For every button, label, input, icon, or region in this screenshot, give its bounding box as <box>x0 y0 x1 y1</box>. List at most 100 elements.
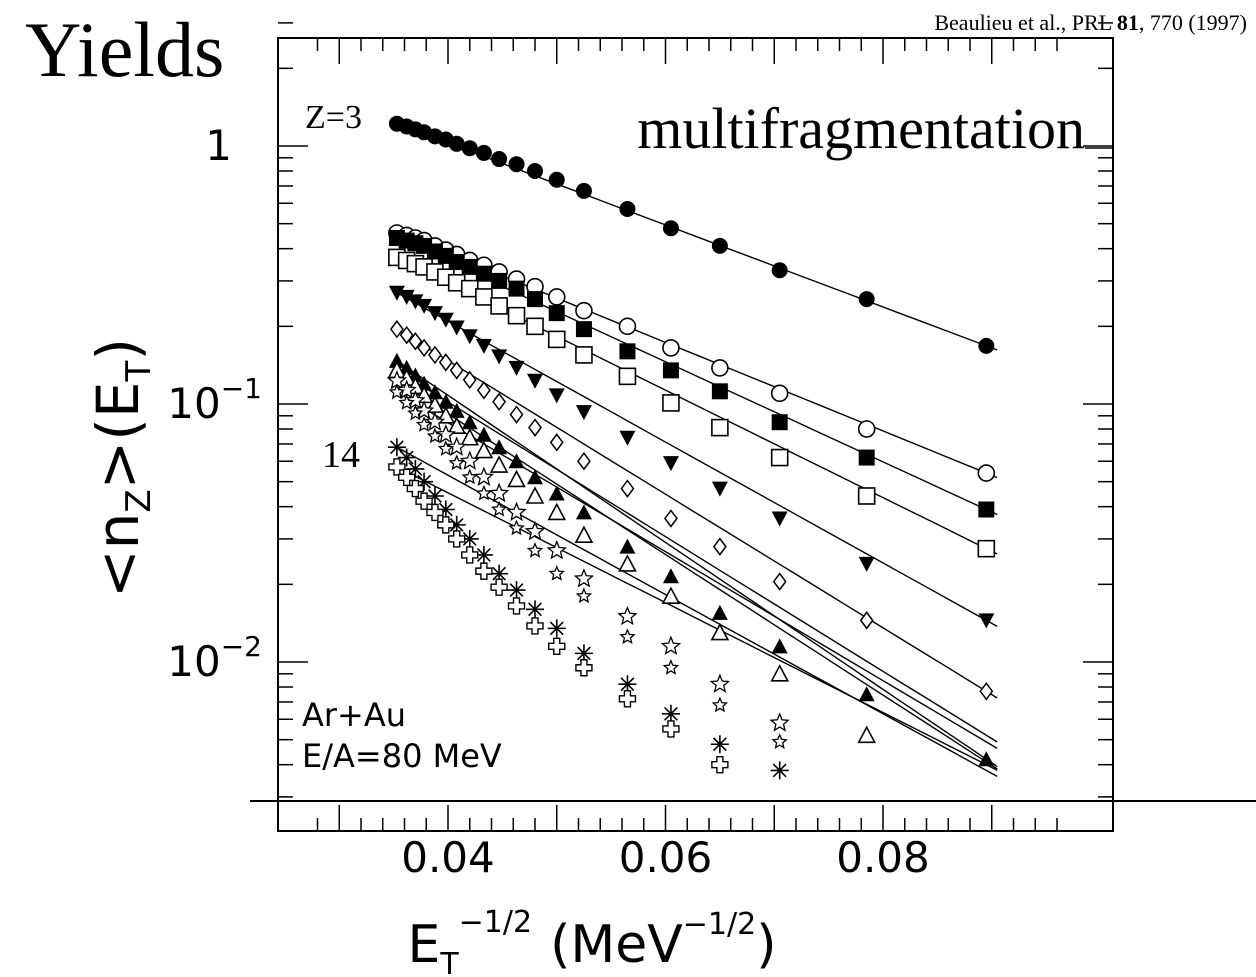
data-point <box>978 751 995 767</box>
data-point <box>426 306 443 322</box>
data-point <box>407 294 424 310</box>
data-point <box>979 682 994 701</box>
data-point <box>449 361 464 380</box>
asterisk-stroke <box>509 583 524 598</box>
data-point <box>437 312 454 328</box>
data-point <box>577 451 591 471</box>
x-tick-label: 0.08 <box>836 833 930 882</box>
data-point <box>507 469 526 488</box>
data-point <box>475 265 492 282</box>
data-point <box>509 405 524 424</box>
data-point <box>977 464 996 482</box>
y-axis-label: <nZ>(ET) <box>84 338 159 598</box>
data-point <box>710 735 729 754</box>
data-point <box>662 658 680 675</box>
data-point <box>575 405 592 421</box>
data-point <box>507 306 526 325</box>
data-point <box>508 360 525 376</box>
data-point <box>661 704 680 723</box>
data-point <box>459 450 480 470</box>
asterisk-stroke <box>492 566 507 581</box>
data-point <box>489 455 509 473</box>
data-point <box>527 373 543 389</box>
plot-frame <box>277 37 1114 832</box>
data-point <box>712 537 727 556</box>
data-point <box>527 163 543 180</box>
data-point <box>858 291 875 308</box>
data-point <box>448 254 465 271</box>
data-point <box>508 519 525 536</box>
x-tick-labels: 0.04 0.06 0.08 <box>401 833 930 882</box>
data-point <box>662 339 680 357</box>
x-axis-label: ET−1/2 (MeV−1/2) <box>407 905 776 977</box>
data-point <box>858 556 875 572</box>
data-point <box>709 673 731 693</box>
data-point <box>448 135 465 152</box>
data-point <box>575 346 593 364</box>
data-point <box>448 530 466 548</box>
data-point <box>398 289 415 305</box>
asterisk-stroke <box>476 548 491 562</box>
data-point <box>619 628 636 645</box>
data-point <box>426 503 444 522</box>
data-point <box>663 509 678 528</box>
data-point <box>492 392 507 412</box>
data-point <box>977 539 996 558</box>
data-point <box>662 394 680 412</box>
data-point <box>461 140 478 157</box>
data-point <box>491 272 508 289</box>
asterisk-stroke <box>389 440 404 455</box>
data-point <box>461 258 478 275</box>
data-point <box>978 337 995 354</box>
data-point <box>711 418 729 437</box>
data-point <box>771 638 788 654</box>
data-point <box>435 424 457 444</box>
data-point <box>711 359 729 377</box>
data-point <box>547 288 566 306</box>
asterisk-stroke <box>549 621 564 636</box>
data-point <box>415 416 433 432</box>
data-point <box>490 578 508 596</box>
data-point <box>662 456 679 472</box>
data-point <box>771 262 788 279</box>
data-point <box>447 416 467 435</box>
data-point <box>770 761 789 780</box>
fit-line <box>396 292 998 628</box>
asterisk-stroke <box>772 763 787 778</box>
data-point <box>438 353 453 372</box>
asterisk-stroke <box>620 677 635 692</box>
data-point <box>387 438 406 457</box>
data-point <box>857 420 876 438</box>
data-point <box>413 400 435 420</box>
data-point <box>389 319 404 339</box>
data-point <box>437 393 454 409</box>
x-tick-label: 0.06 <box>619 833 713 882</box>
y-tick-label: 10−1 <box>167 372 262 428</box>
slide-title: Yields <box>25 6 224 93</box>
data-point <box>424 411 446 431</box>
asterisk-stroke <box>462 531 477 546</box>
data-point <box>711 481 728 497</box>
data-point <box>417 338 432 358</box>
data-point <box>397 448 416 467</box>
data-point <box>619 343 636 360</box>
data-point <box>507 597 526 615</box>
data-point <box>769 712 790 732</box>
data-point <box>461 468 478 485</box>
data-point <box>574 525 594 544</box>
data-point <box>437 440 455 456</box>
data-point <box>548 485 565 501</box>
data-point <box>711 696 729 713</box>
data-point <box>448 454 465 471</box>
data-point <box>526 317 544 336</box>
fit-line <box>396 369 998 743</box>
asterisk-stroke <box>399 450 414 465</box>
data-point <box>662 220 679 237</box>
data-point <box>548 565 565 581</box>
data-point <box>526 617 544 635</box>
data-point <box>475 144 492 161</box>
data-point <box>620 479 635 498</box>
data-point <box>490 500 508 517</box>
data-point <box>416 298 433 314</box>
data-point <box>661 586 681 604</box>
